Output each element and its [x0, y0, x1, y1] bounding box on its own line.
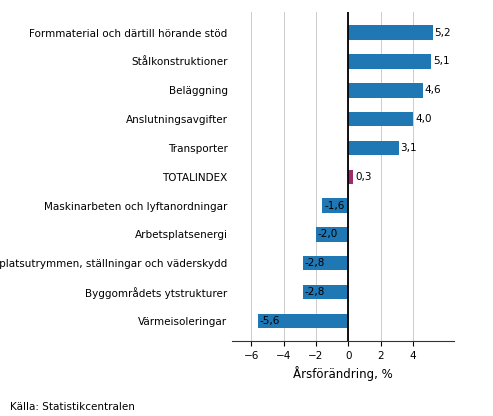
Bar	[258, 314, 348, 328]
Bar	[348, 170, 353, 184]
Text: 4,6: 4,6	[425, 85, 441, 95]
Bar	[348, 83, 423, 97]
Bar	[303, 256, 348, 270]
Text: 3,1: 3,1	[400, 143, 417, 153]
Bar	[322, 198, 348, 213]
Text: -2,8: -2,8	[305, 287, 325, 297]
Text: -5,6: -5,6	[259, 316, 280, 326]
Text: -2,0: -2,0	[318, 230, 338, 240]
Text: 0,3: 0,3	[355, 172, 372, 182]
X-axis label: Årsförändring, %: Årsförändring, %	[293, 366, 392, 381]
Text: -1,6: -1,6	[324, 201, 345, 210]
Text: 5,2: 5,2	[434, 27, 451, 38]
Bar	[303, 285, 348, 300]
Text: -2,8: -2,8	[305, 258, 325, 268]
Bar	[348, 141, 398, 155]
Bar	[348, 112, 413, 126]
Bar	[348, 54, 431, 69]
Text: 4,0: 4,0	[415, 114, 431, 124]
Text: Källa: Statistikcentralen: Källa: Statistikcentralen	[10, 402, 135, 412]
Bar	[316, 227, 348, 242]
Text: 5,1: 5,1	[433, 57, 450, 67]
Bar	[348, 25, 432, 40]
